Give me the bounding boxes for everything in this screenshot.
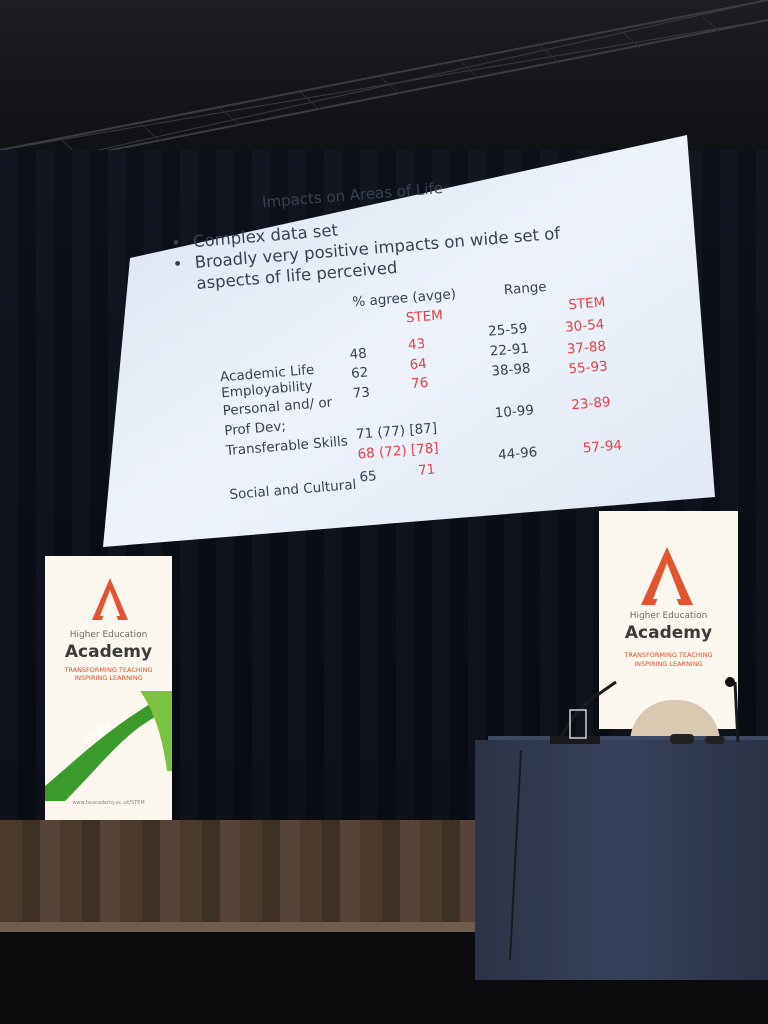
projection-screen: Impacts on Areas of Life • Complex data s… bbox=[103, 135, 721, 547]
bullet-dot: • bbox=[172, 254, 184, 274]
banner-tagline-2: INSPIRING LEARNING bbox=[634, 660, 703, 668]
row-stem-avg: 43 bbox=[407, 335, 426, 354]
row-range: 38-98 bbox=[490, 360, 532, 380]
banner-text-line2: Academy bbox=[64, 642, 153, 662]
row-avg: 62 bbox=[350, 364, 369, 382]
row-stem-range: 57-94 bbox=[582, 437, 623, 457]
banner-tagline-1: TRANSFORMING TEACHING bbox=[64, 666, 153, 674]
hea-logo-icon bbox=[641, 547, 693, 605]
screen-surface bbox=[103, 135, 715, 547]
lighting-truss bbox=[0, 0, 768, 173]
row-stem-avg: 76 bbox=[410, 374, 429, 393]
row-range: 22-91 bbox=[489, 340, 530, 360]
stem-header-range: STEM bbox=[567, 294, 606, 314]
panel-table bbox=[475, 740, 768, 980]
row-stem-range: 30-54 bbox=[564, 316, 605, 336]
col-header-range: Range bbox=[503, 278, 548, 299]
banner-tagline-2: INSPIRING LEARNING bbox=[74, 674, 143, 682]
banner-text-line1: Higher Education bbox=[629, 611, 708, 621]
row-stem-range: 37-88 bbox=[566, 338, 607, 358]
stem-header-agree: STEM bbox=[405, 307, 444, 327]
row-label: Prof Dev; bbox=[223, 418, 287, 440]
hea-banner-right: Higher Education Academy TRANSFORMING TE… bbox=[599, 511, 738, 729]
microphones-icon bbox=[550, 677, 740, 744]
row-stem-avg: 71 bbox=[417, 461, 436, 479]
row-range: 25-59 bbox=[487, 320, 528, 340]
row-stem-range: 23-89 bbox=[570, 394, 612, 414]
banner-tagline-1: TRANSFORMING TEACHING bbox=[624, 651, 713, 659]
banner-text-line2: Academy bbox=[624, 623, 713, 643]
banner-url: www.heacademy.ac.uk/STEM bbox=[72, 800, 145, 806]
row-avg: 71 (77) [87] bbox=[355, 420, 438, 443]
row-avg: 48 bbox=[349, 345, 368, 363]
row-range: 44-96 bbox=[497, 444, 538, 464]
row-label: Social and Cultural bbox=[228, 476, 357, 504]
row-stem-avg: 68 (72) [78] bbox=[357, 440, 440, 463]
row-stem-avg: 64 bbox=[409, 355, 428, 374]
row-range: 10-99 bbox=[494, 402, 535, 422]
hea-banner-left: Higher Education Academy TRANSFORMING TE… bbox=[45, 556, 172, 830]
row-avg: 65 bbox=[358, 468, 378, 486]
banner-text-line1: Higher Education bbox=[69, 630, 148, 640]
bullet-dot: • bbox=[170, 233, 182, 253]
row-stem-range: 55-93 bbox=[567, 358, 609, 378]
slide-title: Impacts on Areas of Life bbox=[261, 178, 444, 212]
row-avg: 73 bbox=[352, 384, 371, 402]
hea-logo-icon bbox=[92, 578, 128, 620]
stem-swoosh-icon bbox=[45, 691, 172, 801]
stage-edge bbox=[0, 922, 768, 932]
